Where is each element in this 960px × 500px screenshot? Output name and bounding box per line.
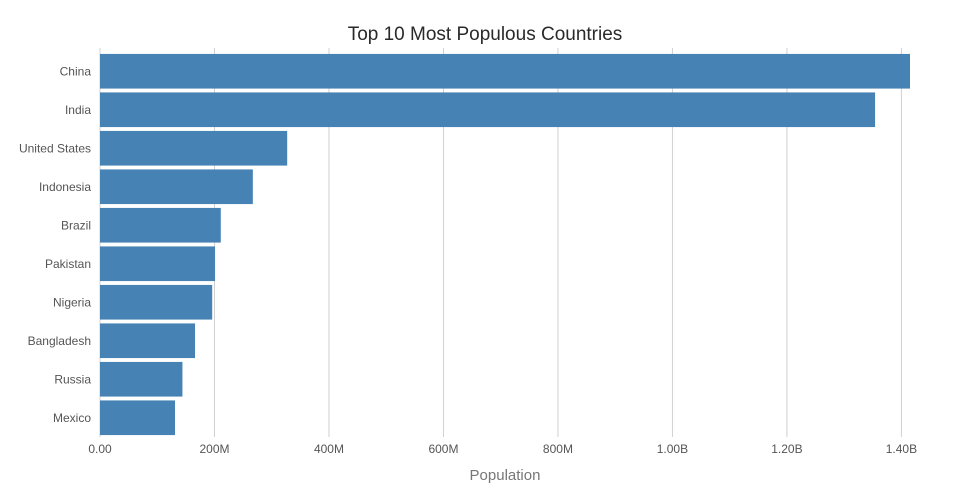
x-axis-ticks: 0.00 200M 400M 600M 800M 1.00B 1.20B 1.40B — [88, 442, 917, 456]
y-axis-ticks: China India United States Indonesia Brazil Pa… — [19, 64, 91, 425]
x-tick-label: 200M — [199, 442, 229, 456]
y-tick-label: Indonesia — [39, 180, 91, 194]
bar-nigeria[interactable] — [100, 284, 213, 320]
x-tick-label: 1.20B — [771, 442, 802, 456]
bar-bangladesh[interactable] — [100, 323, 196, 359]
y-tick-label: United States — [19, 141, 91, 155]
x-tick-label: 1.40B — [886, 442, 917, 456]
bar-indonesia[interactable] — [100, 169, 253, 205]
chart-title: Top 10 Most Populous Countries — [348, 24, 623, 45]
y-tick-label: India — [65, 103, 91, 117]
x-tick-label: 800M — [543, 442, 573, 456]
bar-brazil[interactable] — [100, 207, 221, 243]
y-tick-label: Brazil — [61, 218, 91, 232]
bar-united-states[interactable] — [100, 130, 288, 166]
bar-china[interactable] — [100, 53, 910, 89]
y-tick-label: China — [60, 64, 92, 78]
bar-mexico[interactable] — [100, 400, 175, 436]
y-tick-label: Pakistan — [45, 257, 91, 271]
y-tick-label: Mexico — [53, 411, 91, 425]
x-tick-label: 0.00 — [88, 442, 112, 456]
bars — [100, 53, 910, 436]
x-tick-label: 1.00B — [657, 442, 688, 456]
bar-russia[interactable] — [100, 361, 183, 397]
x-axis-title: Population — [470, 467, 541, 484]
bar-india[interactable] — [100, 92, 876, 128]
x-tick-label: 400M — [314, 442, 344, 456]
y-tick-label: Russia — [54, 372, 91, 386]
y-tick-label: Nigeria — [53, 295, 91, 309]
bar-pakistan[interactable] — [100, 246, 216, 282]
x-tick-label: 600M — [428, 442, 458, 456]
y-tick-label: Bangladesh — [28, 334, 91, 348]
